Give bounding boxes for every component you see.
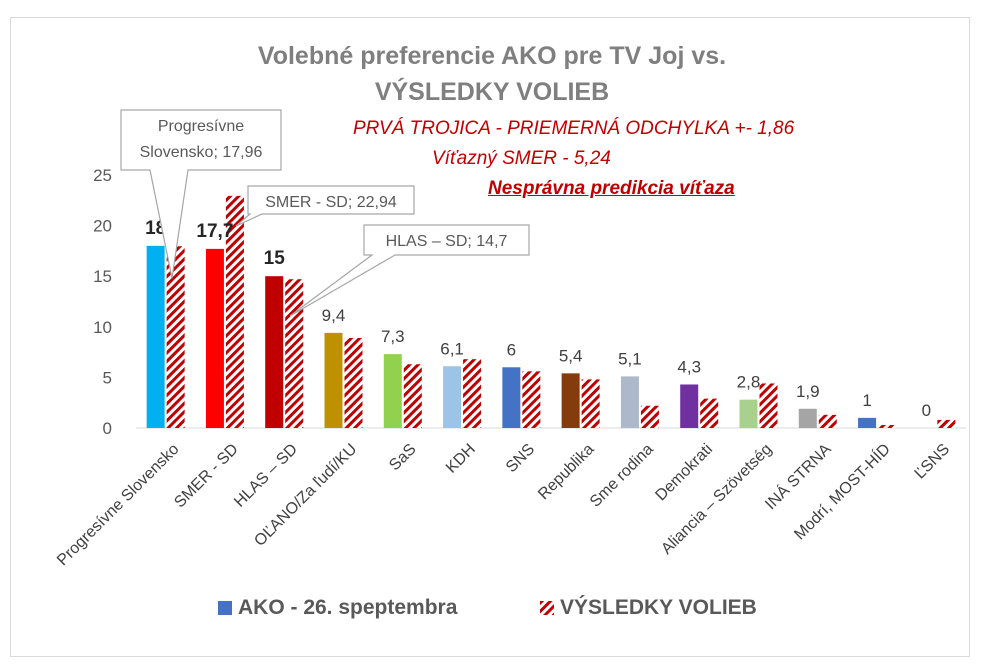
bar-results — [878, 424, 897, 428]
bar-ako — [383, 354, 402, 428]
bar-results — [166, 246, 185, 428]
data-label: 1 — [862, 391, 871, 410]
data-label: 9,4 — [322, 306, 346, 325]
bar-ako — [265, 276, 284, 428]
bar-ako — [324, 332, 343, 428]
category-label: SMER - SD — [171, 441, 241, 511]
annotation-wrong-prediction: Nesprávna predikcia víťaza — [488, 178, 735, 199]
data-label: 6 — [507, 340, 516, 359]
category-label: Aliancia – Szövetség — [658, 441, 775, 558]
legend-item-ako: AKO - 26. speptembra — [218, 596, 457, 620]
y-tick-label: 10 — [93, 318, 112, 337]
callout-shape — [235, 185, 415, 227]
bar-results — [581, 379, 600, 428]
annotation-average-deviation: PRVÁ TROJICA - PRIEMERNÁ ODCHYLKA +- 1,8… — [353, 118, 795, 139]
annotation-winner-smer: Víťazný SMER - 5,24 — [432, 148, 611, 169]
callout-text: Progresívne — [158, 118, 244, 135]
category-label: ĽSNS — [912, 441, 954, 483]
legend-label-ako: AKO - 26. speptembra — [238, 596, 458, 619]
bar-results — [463, 359, 482, 428]
category-label: SNS — [503, 441, 538, 476]
data-label: 4,3 — [677, 357, 701, 376]
category-label: OĽANO/Za ľudí/KU — [251, 441, 360, 550]
category-label: Modrí, MOST-HÍD — [790, 439, 894, 543]
bar-ako — [561, 373, 580, 428]
chart-frame — [10, 17, 970, 657]
bar-results — [818, 414, 837, 428]
bar-results — [937, 419, 956, 428]
callout-shape — [120, 109, 282, 279]
bar-results — [403, 364, 422, 428]
bar-ako — [146, 245, 165, 428]
category-label: KDH — [443, 441, 479, 477]
category-label: Sme rodina — [587, 441, 657, 511]
category-label: SaS — [386, 441, 419, 474]
data-label: 5,1 — [618, 349, 642, 368]
bar-results — [285, 279, 304, 428]
bar-results — [640, 405, 659, 428]
y-tick-label: 5 — [103, 368, 112, 387]
bar-results — [225, 195, 244, 428]
bar-ako — [798, 408, 817, 428]
y-tick-label: 25 — [93, 166, 112, 185]
bar-results — [522, 371, 541, 428]
bar-ako — [443, 366, 462, 428]
bar-results — [759, 383, 778, 428]
callout-box: HLAS – SD; 14,7 — [289, 224, 530, 317]
category-label: Demokrati — [652, 441, 716, 505]
data-label: 1,9 — [796, 382, 820, 401]
data-label: 7,3 — [381, 327, 405, 346]
callout-box: Progresívne Slovensko; 17,96 — [120, 109, 282, 279]
data-label: 17,7 — [196, 221, 233, 242]
data-label: 6,1 — [440, 339, 464, 358]
bar-ako — [620, 376, 639, 428]
legend-swatch-results — [540, 601, 554, 615]
bar-ako — [680, 384, 699, 428]
legend-label-results: VÝSLEDKY VOLIEB — [560, 596, 757, 619]
callout-box: SMER - SD; 22,94 — [235, 185, 415, 227]
bar-results — [344, 337, 363, 428]
bar-results — [700, 398, 719, 428]
bar-ako — [502, 367, 521, 428]
legend-item-results: VÝSLEDKY VOLIEB — [540, 596, 757, 620]
data-label: 15 — [264, 248, 286, 269]
chart-title-line-1: Volebné preferencie AKO pre TV Joj vs. — [257, 42, 727, 70]
bar-ako — [739, 399, 758, 428]
legend-swatch-ako — [218, 601, 232, 615]
callout-shape — [289, 224, 530, 317]
category-label: Republika — [535, 441, 597, 503]
y-tick-label: 0 — [103, 419, 112, 438]
data-label: 0 — [922, 401, 931, 420]
data-label: 2,8 — [737, 373, 761, 392]
y-tick-label: 20 — [93, 217, 112, 236]
bar-ako — [205, 248, 224, 428]
callout-text: SMER - SD; 22,94 — [265, 194, 397, 211]
category-label: Progresívne Slovensko — [54, 441, 182, 569]
chart-title-line-2: VÝSLEDKY VOLIEB — [374, 78, 610, 106]
bar-ako — [858, 417, 877, 428]
data-label: 5,4 — [559, 346, 583, 365]
y-tick-label: 15 — [93, 267, 112, 286]
callout-text: HLAS – SD; 14,7 — [386, 233, 508, 250]
callout-text: Slovensko; 17,96 — [140, 144, 263, 161]
